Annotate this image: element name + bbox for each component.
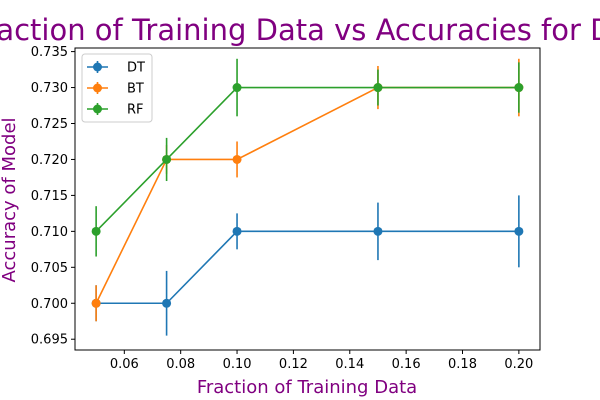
y-tick-label: 0.695 — [31, 333, 68, 348]
legend-label: RF — [127, 103, 144, 118]
y-axis-label: Accuracy of Model — [0, 117, 20, 282]
y-tick-label: 0.700 — [31, 297, 68, 312]
plot-frame — [74, 47, 541, 351]
legend-swatch-marker — [93, 83, 102, 93]
x-tick-label: 0.08 — [166, 357, 195, 372]
legend: DT BT RF — [81, 53, 153, 123]
y-tick-label: 0.705 — [31, 261, 68, 276]
data-point-rf — [373, 83, 383, 93]
data-point-dt — [373, 226, 383, 236]
legend-label: BT — [127, 82, 144, 97]
data-point-dt — [162, 298, 172, 308]
data-point-dt — [232, 226, 242, 236]
x-tick-label: 0.20 — [504, 357, 533, 372]
y-tick-label: 0.730 — [31, 81, 68, 96]
data-point-rf — [514, 83, 524, 93]
legend-label: DT — [127, 61, 145, 76]
x-tick-label: 0.18 — [448, 357, 477, 372]
y-tick-label: 0.720 — [31, 153, 68, 168]
x-tick-label: 0.12 — [279, 357, 308, 372]
y-tick-label: 0.710 — [31, 225, 68, 240]
series-layer — [91, 58, 524, 336]
y-tick-label: 0.725 — [31, 117, 68, 132]
data-point-rf — [162, 154, 172, 164]
legend-item-dt: DT — [87, 61, 145, 76]
x-tick-label: 0.10 — [223, 357, 252, 372]
x-axis-label: Fraction of Training Data — [197, 377, 417, 398]
legend-item-bt: BT — [87, 82, 144, 97]
data-point-rf — [232, 83, 242, 93]
y-tick-label: 0.735 — [31, 45, 68, 60]
legend-swatch-marker — [93, 104, 102, 114]
x-tick-label: 0.16 — [392, 357, 421, 372]
y-tick-label: 0.715 — [31, 189, 68, 204]
x-tick-label: 0.06 — [110, 357, 139, 372]
x-axis: 0.06 0.08 0.10 0.12 0.14 0.16 0.18 0.20 — [110, 350, 533, 372]
data-point-rf — [91, 226, 101, 236]
x-tick-label: 0.14 — [335, 357, 364, 372]
y-axis: 0.695 0.700 0.705 0.710 0.715 0.720 0.725 0.730… — [31, 45, 75, 348]
legend-item-rf: RF — [87, 103, 144, 118]
legend-swatch-marker — [93, 62, 102, 72]
series-rf — [91, 58, 524, 257]
data-point-bt — [91, 298, 101, 308]
data-point-dt — [514, 226, 524, 236]
chart-title: Fraction of Training Data vs Accuracies … — [0, 13, 600, 47]
data-point-bt — [232, 154, 242, 164]
